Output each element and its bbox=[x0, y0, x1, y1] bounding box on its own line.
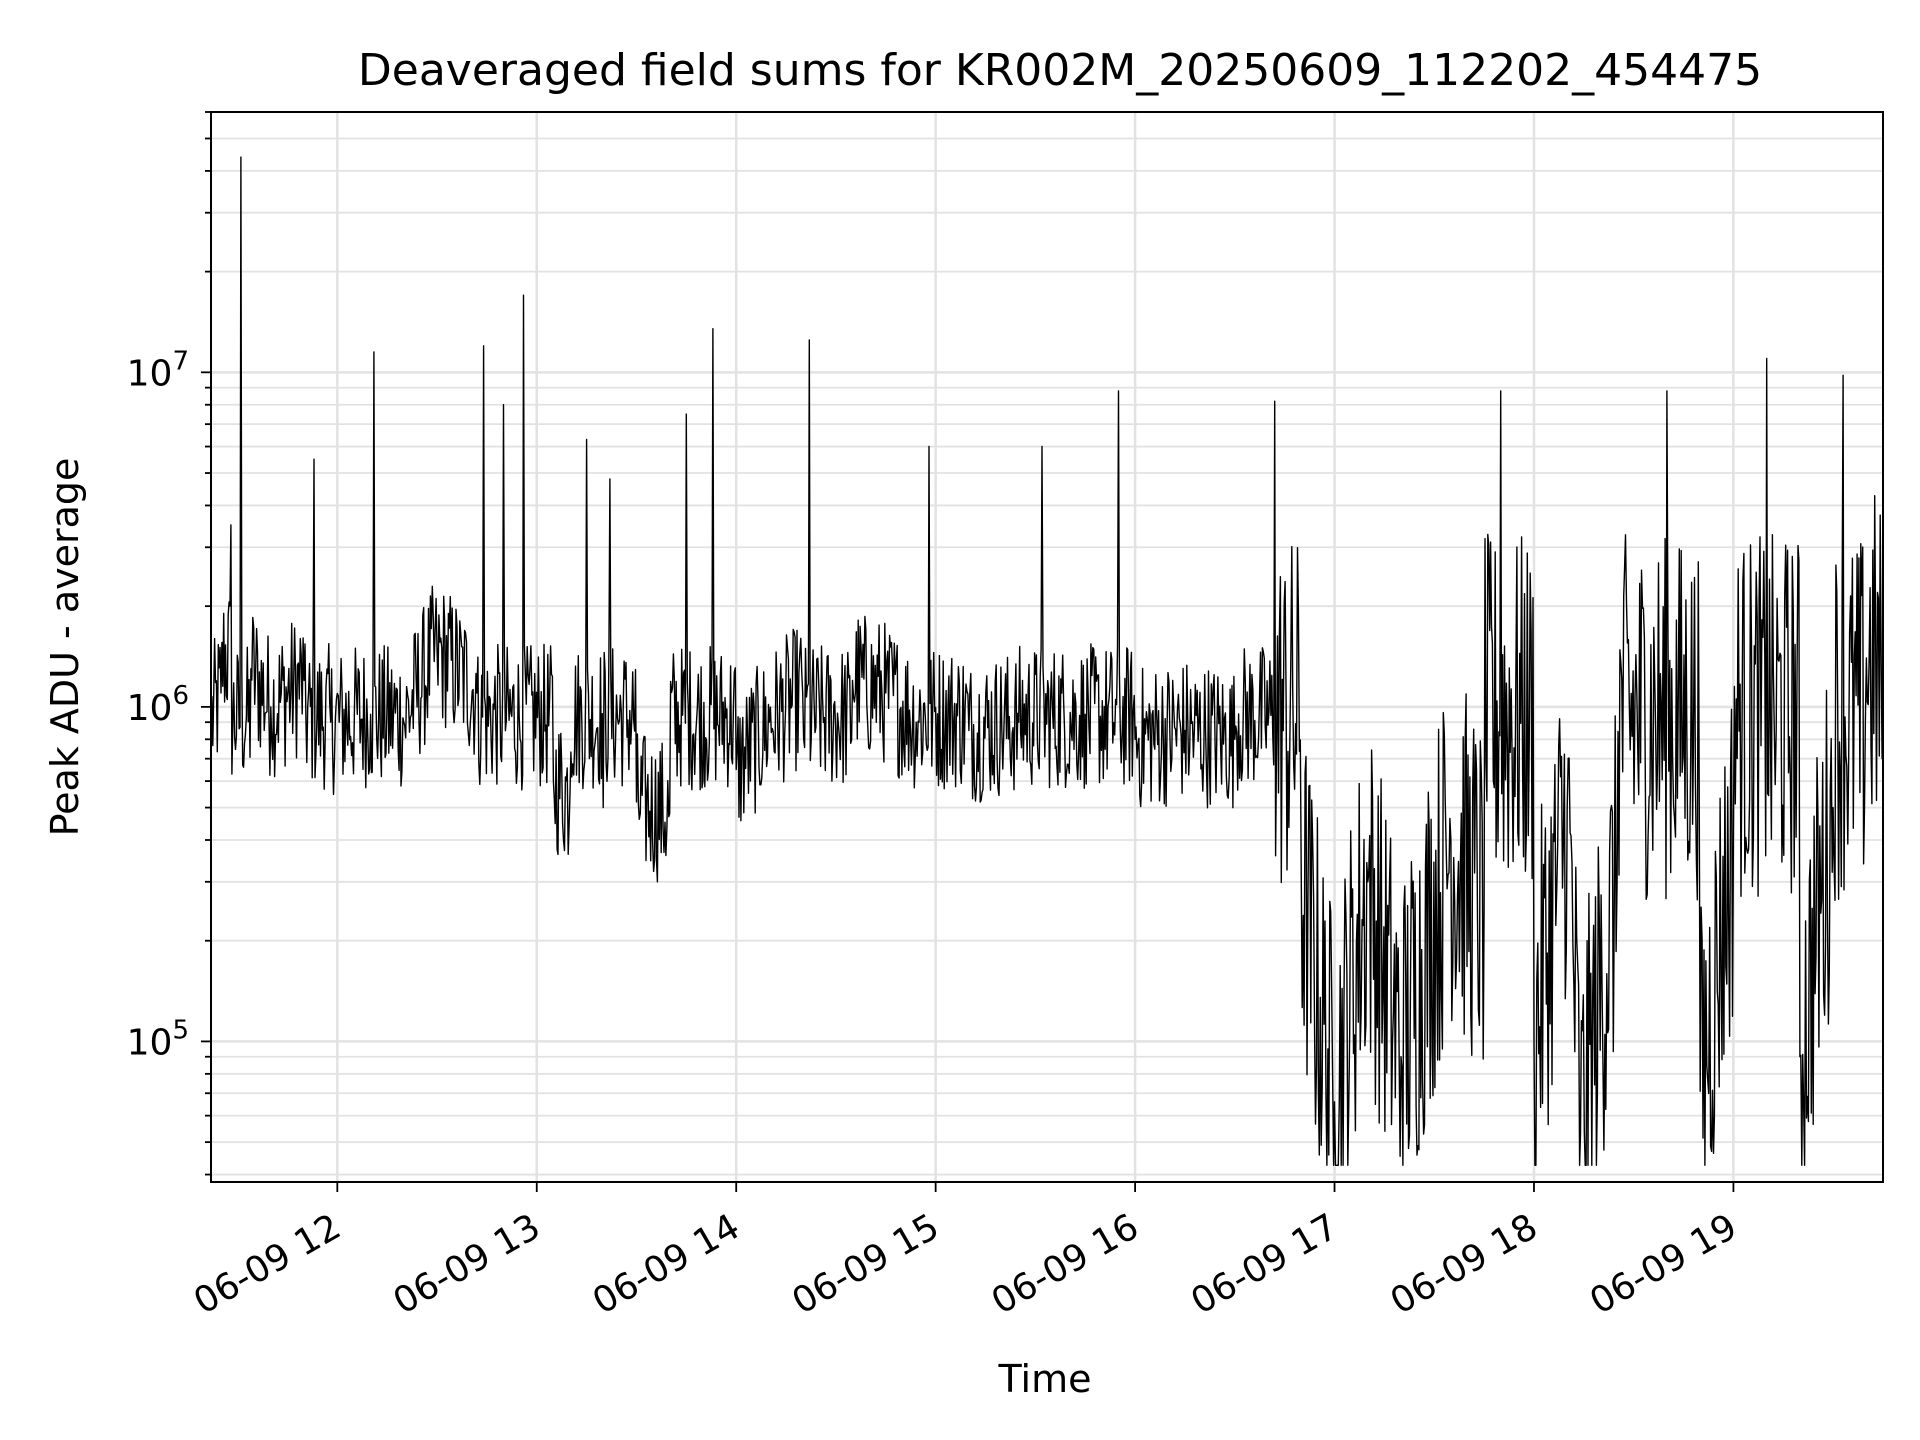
x-tick-label: 06-09 14 bbox=[586, 1206, 747, 1322]
x-axis-label: Time bbox=[998, 1357, 1092, 1401]
x-tick-label: 06-09 15 bbox=[785, 1206, 946, 1322]
x-tick-label: 06-09 17 bbox=[1184, 1206, 1345, 1322]
x-axis: 06-09 12 06-09 13 06-09 14 06-09 15 06-09 16… bbox=[187, 1182, 1744, 1323]
x-tick-label: 06-09 12 bbox=[187, 1206, 348, 1322]
grid bbox=[211, 111, 1883, 1182]
plot-frame bbox=[210, 111, 1884, 1183]
y-axis: 105 106 107 bbox=[127, 111, 211, 1176]
y-tick-label: 107 bbox=[127, 346, 189, 394]
chart-title: Deaveraged field sums for KR002M_2025060… bbox=[358, 45, 1762, 96]
y-tick-label: 106 bbox=[127, 681, 189, 729]
x-tick-label: 06-09 13 bbox=[387, 1206, 548, 1322]
data-line bbox=[210, 156, 1884, 1166]
x-tick-label: 06-09 18 bbox=[1384, 1206, 1545, 1322]
series-line bbox=[210, 156, 1884, 1166]
y-axis-label: Peak ADU - average bbox=[43, 458, 87, 837]
x-tick-label: 06-09 16 bbox=[985, 1206, 1146, 1322]
x-tick-label: 06-09 19 bbox=[1583, 1206, 1744, 1322]
y-tick-label: 105 bbox=[127, 1015, 189, 1063]
